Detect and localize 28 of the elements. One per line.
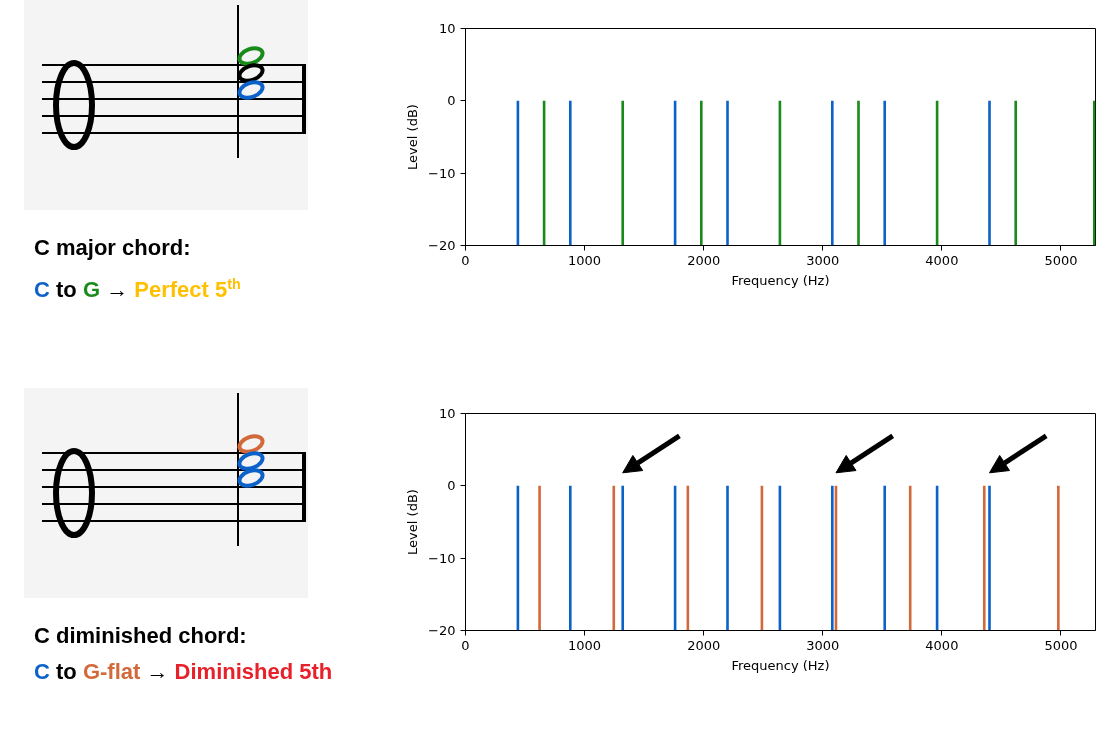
x-tick-label: 2000 [687,252,721,268]
y-tick-label: −10 [428,165,456,181]
x-axis-title: Frequency (Hz) [731,657,830,673]
y-tick-label: 10 [438,406,456,421]
y-tick-label: 0 [447,93,456,109]
y-tick-label: −10 [428,550,456,566]
text: C to G → Perfect 5$^{th}$ [34,276,241,303]
x-tick-label: 1000 [568,637,602,653]
y-axis-title: Level (dB) [405,104,421,170]
x-tick-label: 4000 [925,252,959,268]
text: C major chord: [34,234,192,262]
x-tick-label: 5000 [1044,637,1078,653]
x-tick-label: 1000 [568,252,602,268]
text: C to G-flat → Diminished 5th [34,659,333,684]
x-tick-label: 4000 [925,637,959,653]
y-tick-label: −20 [428,623,456,638]
x-tick-label: 3000 [806,637,840,653]
y-tick-label: 10 [438,21,456,36]
x-tick-label: 3000 [806,252,840,268]
y-axis-title: Level (dB) [405,489,421,555]
y-tick-label: −20 [428,238,456,253]
y-tick-label: 0 [447,478,456,494]
x-tick-label: 2000 [687,637,721,653]
text: C diminished chord: [34,622,248,650]
x-axis-title: Frequency (Hz) [731,272,830,288]
x-tick-label: 0 [461,252,470,268]
x-tick-label: 0 [461,637,470,653]
x-tick-label: 5000 [1044,252,1078,268]
